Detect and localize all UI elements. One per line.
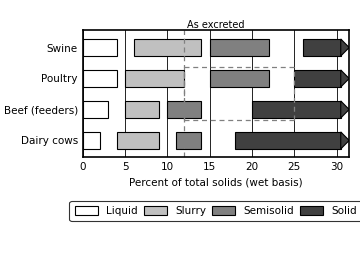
X-axis label: Percent of total solids (wet basis): Percent of total solids (wet basis) <box>129 178 303 188</box>
Bar <box>252 101 341 118</box>
Bar <box>294 70 341 87</box>
Bar <box>83 39 117 56</box>
Bar <box>125 70 184 87</box>
Bar <box>176 132 201 149</box>
Bar <box>235 132 341 149</box>
Legend: Liquid, Slurry, Semisolid, Solid: Liquid, Slurry, Semisolid, Solid <box>69 201 360 221</box>
Polygon shape <box>341 101 349 118</box>
Bar <box>210 39 269 56</box>
Bar <box>210 70 269 87</box>
Bar <box>117 132 159 149</box>
Bar <box>167 101 201 118</box>
Bar <box>134 39 201 56</box>
Polygon shape <box>341 70 349 87</box>
Polygon shape <box>341 132 349 149</box>
Bar <box>303 39 341 56</box>
Bar <box>83 132 100 149</box>
Bar <box>125 101 159 118</box>
Polygon shape <box>341 39 349 56</box>
Bar <box>83 70 117 87</box>
Bar <box>83 101 108 118</box>
Text: As excreted: As excreted <box>187 21 244 30</box>
